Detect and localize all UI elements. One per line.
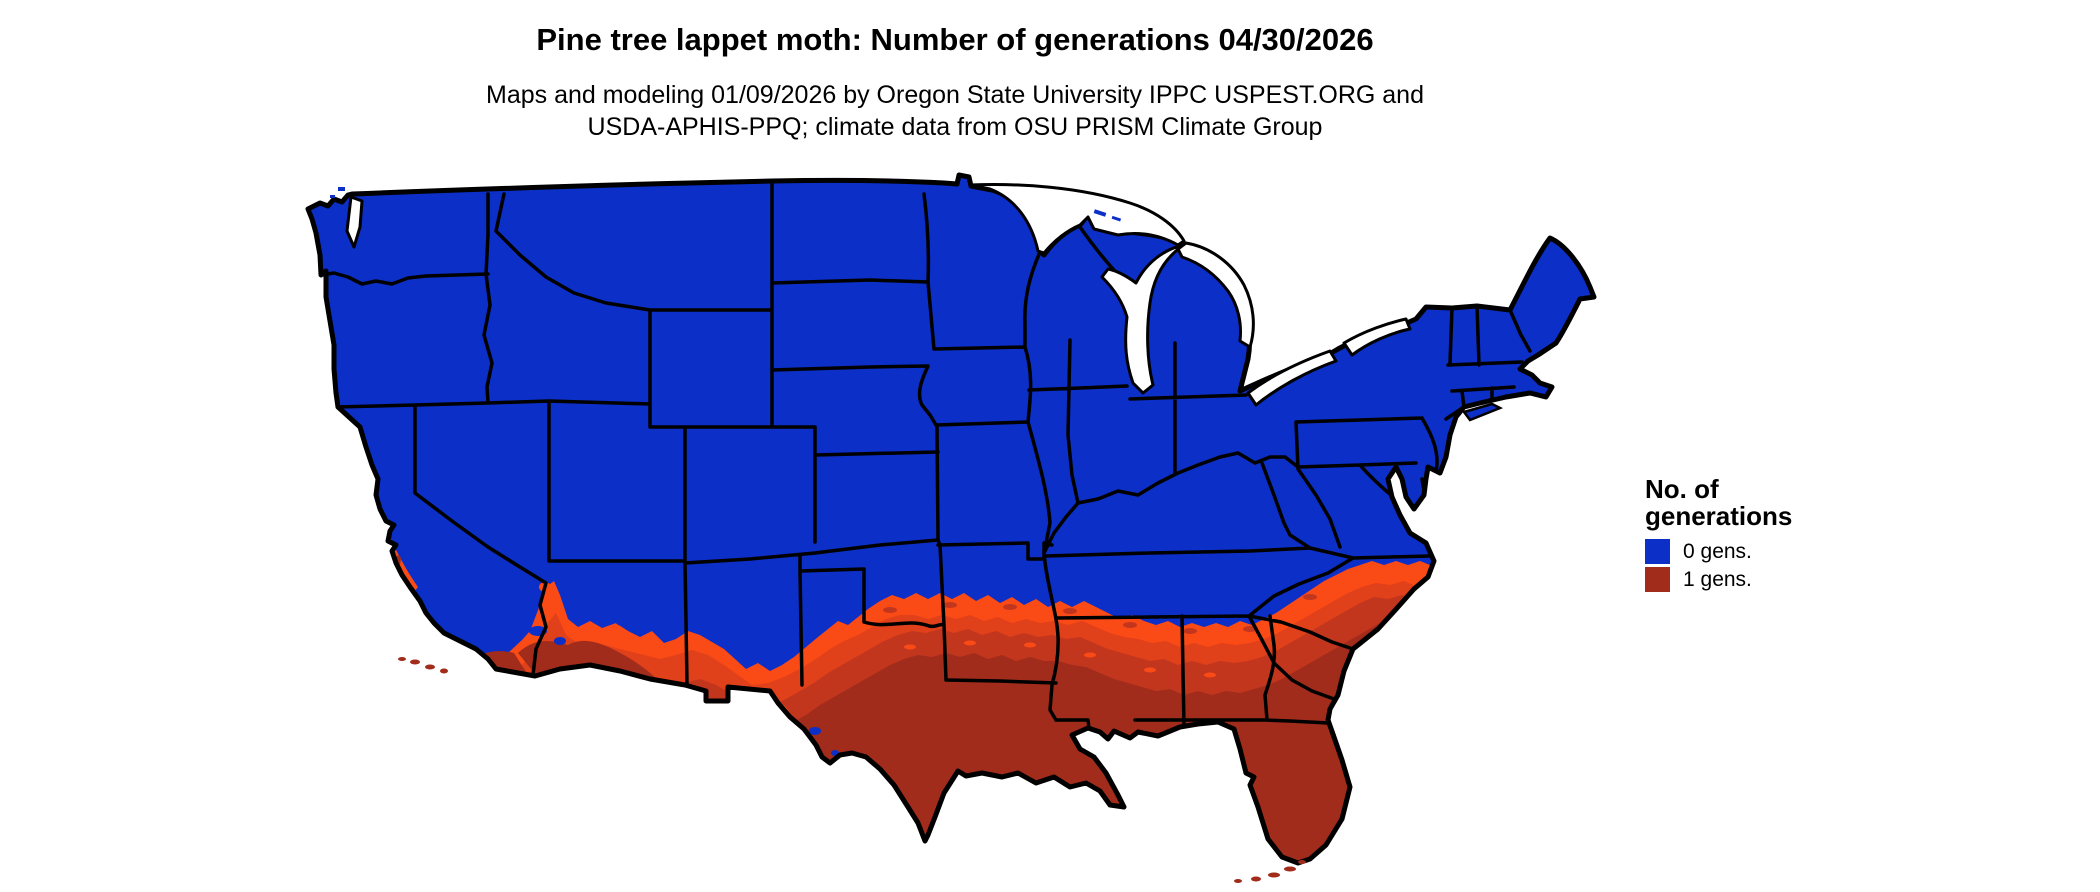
us-landmass bbox=[308, 175, 1594, 863]
lake-superior bbox=[968, 183, 1186, 255]
channel-islands bbox=[398, 657, 448, 674]
isle-royale bbox=[1093, 209, 1122, 222]
legend-label-1-gens: 1 gens. bbox=[1683, 567, 1752, 591]
mountain-blue-pocket bbox=[554, 637, 566, 645]
legend-title: No. of generations bbox=[1645, 476, 1875, 530]
state-borders bbox=[319, 179, 1532, 739]
legend-title-line1: No. of bbox=[1645, 474, 1719, 504]
mountain-blue-pocket bbox=[809, 727, 821, 735]
us-generations-map bbox=[305, 172, 1597, 883]
mountain-blue-pocket bbox=[615, 615, 641, 627]
legend-title-line2: generations bbox=[1645, 501, 1793, 531]
legend-item-0-gens: 0 gens. bbox=[1645, 539, 1875, 564]
map-title: Pine tree lappet moth: Number of generat… bbox=[536, 22, 1374, 57]
lake-erie bbox=[1246, 349, 1338, 407]
raster-speckles bbox=[883, 594, 1317, 678]
washington-offshore-islands bbox=[330, 187, 345, 198]
legend-swatch-0-gens bbox=[1645, 539, 1670, 564]
lake-ontario bbox=[1342, 317, 1412, 357]
florida-keys bbox=[1234, 860, 1306, 883]
legend-swatch-1-gens bbox=[1645, 567, 1670, 592]
map-subtitle-line1: Maps and modeling 01/09/2026 by Oregon S… bbox=[486, 81, 1424, 109]
map-subtitle-line2: USDA-APHIS-PPQ; climate data from OSU PR… bbox=[587, 113, 1323, 141]
legend-item-1-gens: 1 gens. bbox=[1645, 567, 1875, 592]
lake-michigan-and-green-bay bbox=[1100, 243, 1186, 395]
legend-label-0-gens: 0 gens. bbox=[1683, 539, 1752, 563]
map-legend: No. of generations 0 gens. 1 gens. bbox=[1645, 476, 1875, 595]
long-island bbox=[1461, 402, 1504, 422]
puget-sound bbox=[345, 195, 364, 249]
lake-huron bbox=[1176, 241, 1255, 349]
